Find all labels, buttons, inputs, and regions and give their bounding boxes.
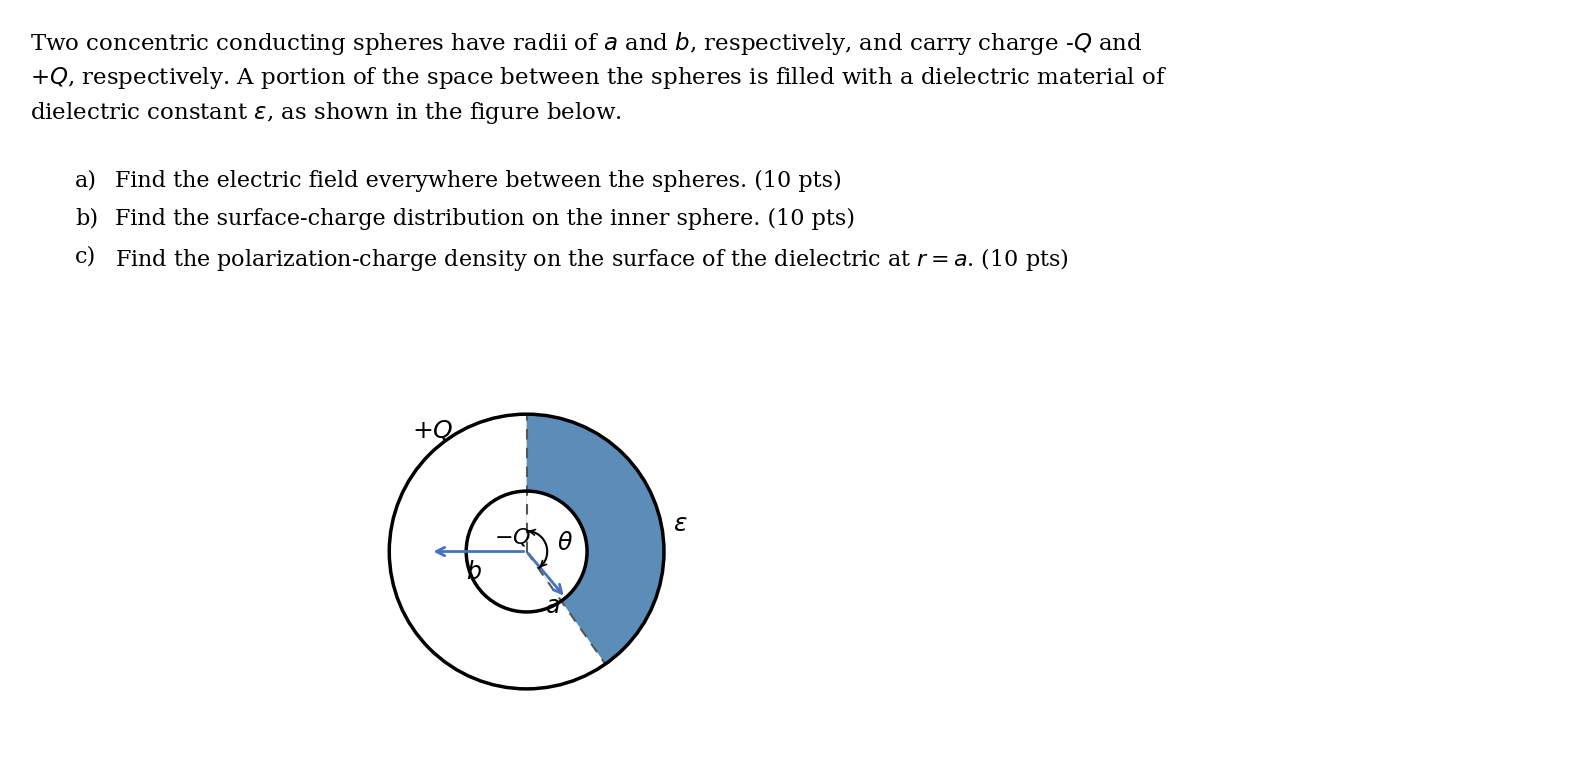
Text: Find the polarization-charge density on the surface of the dielectric at $r = a$: Find the polarization-charge density on … xyxy=(115,246,1069,273)
Text: c): c) xyxy=(75,246,96,268)
Text: +$Q$, respectively. A portion of the space between the spheres is filled with a : +$Q$, respectively. A portion of the spa… xyxy=(30,65,1166,91)
Text: dielectric constant $\varepsilon$, as shown in the figure below.: dielectric constant $\varepsilon$, as sh… xyxy=(30,100,623,126)
Text: b): b) xyxy=(75,208,97,230)
Text: $\theta$: $\theta$ xyxy=(556,532,574,555)
Text: $b$: $b$ xyxy=(467,560,483,584)
Text: $+Q$: $+Q$ xyxy=(412,418,454,444)
Text: $\varepsilon$: $\varepsilon$ xyxy=(673,512,689,536)
Text: $-Q$: $-Q$ xyxy=(494,527,531,548)
Wedge shape xyxy=(527,491,586,601)
Text: Find the electric field everywhere between the spheres. (10 pts): Find the electric field everywhere betwe… xyxy=(115,170,841,192)
Text: Find the surface-charge distribution on the inner sphere. (10 pts): Find the surface-charge distribution on … xyxy=(115,208,855,230)
Text: Two concentric conducting spheres have radii of $a$ and $b$, respectively, and c: Two concentric conducting spheres have r… xyxy=(30,30,1143,57)
Text: $a$: $a$ xyxy=(545,594,560,618)
Wedge shape xyxy=(527,414,663,664)
Text: a): a) xyxy=(75,170,97,192)
